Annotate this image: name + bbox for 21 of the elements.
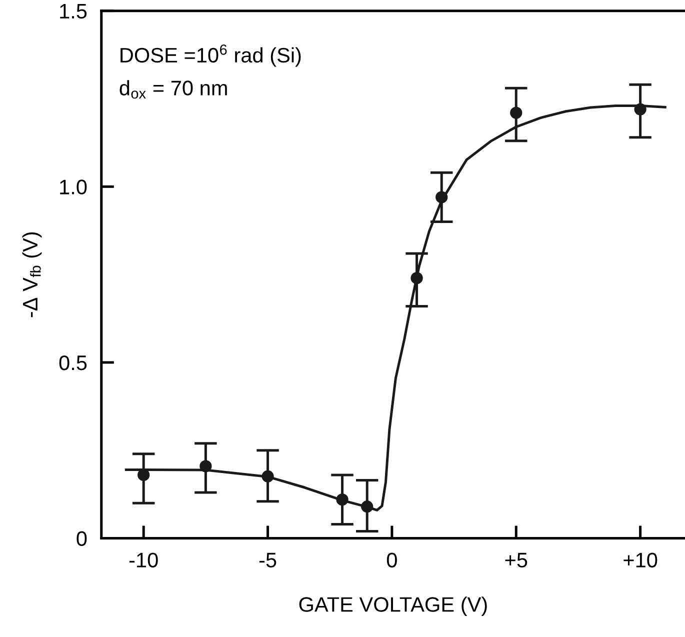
point — [262, 470, 274, 482]
y-tick-label: 1.0 — [60, 180, 87, 194]
x-tick-label: -10 — [129, 552, 158, 568]
y-tick-label: 0.5 — [59, 355, 87, 370]
x-axis-title: GATE VOLTAGE (V) — [299, 596, 487, 616]
point — [634, 103, 646, 116]
x-tick-label: +5 — [505, 552, 528, 568]
point — [200, 460, 212, 472]
point — [336, 494, 348, 506]
point — [510, 106, 522, 119]
x-tick-label: +10 — [624, 552, 658, 568]
point — [361, 500, 374, 513]
annotation: DOSE =10$^{6}$ rad (Si) — [120, 44, 301, 67]
y-tick-label: 1.5 — [60, 4, 87, 19]
point — [410, 272, 423, 284]
point — [436, 191, 448, 204]
annotation: d$_{ox}$ = 70 nm — [120, 80, 227, 99]
y-tick-label: 0 — [76, 531, 87, 546]
x-tick-label: 0 — [386, 552, 397, 568]
x-tick-label: -5 — [259, 552, 276, 568]
y-axis-title: -Δ V$_{fb}$ (V) — [22, 232, 42, 318]
